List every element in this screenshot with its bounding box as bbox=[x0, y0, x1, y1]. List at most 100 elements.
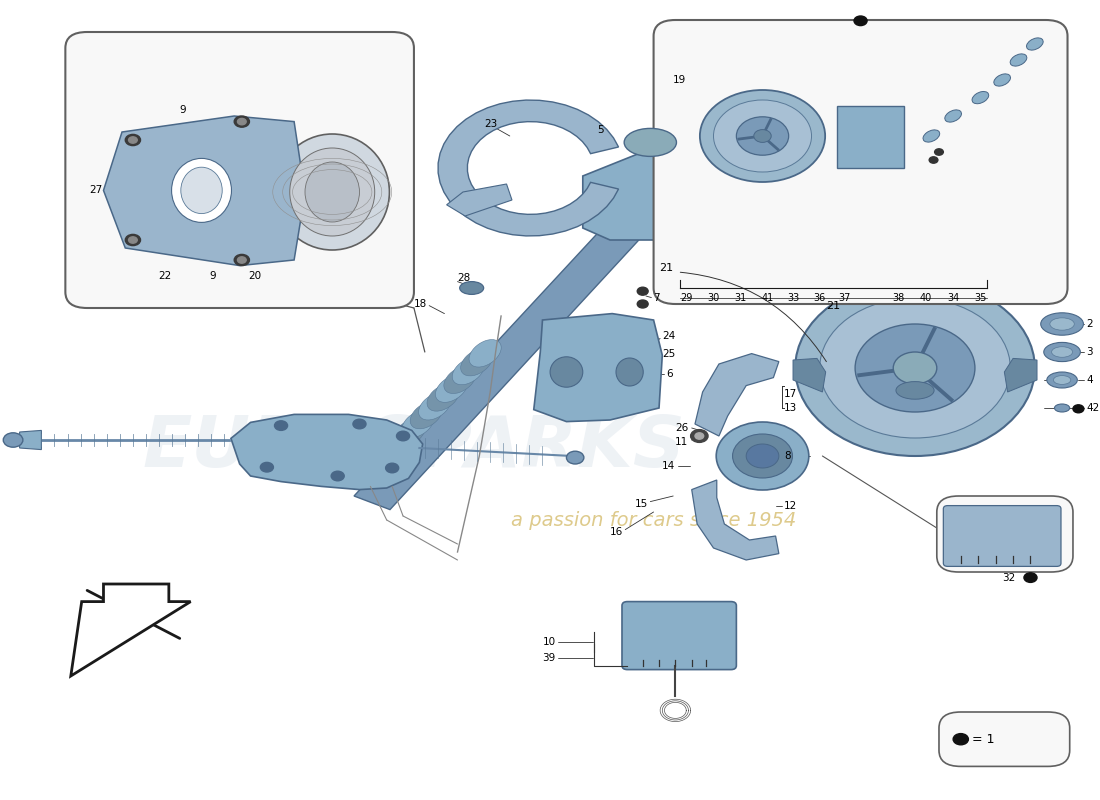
Text: 39: 39 bbox=[542, 653, 556, 662]
Circle shape bbox=[261, 462, 274, 472]
Text: = 1: = 1 bbox=[971, 733, 994, 746]
Text: 34: 34 bbox=[947, 293, 959, 302]
Ellipse shape bbox=[452, 358, 484, 385]
Ellipse shape bbox=[305, 162, 360, 222]
Text: 6: 6 bbox=[667, 369, 673, 378]
FancyBboxPatch shape bbox=[653, 20, 1067, 304]
Circle shape bbox=[125, 234, 141, 246]
Ellipse shape bbox=[469, 339, 502, 367]
Circle shape bbox=[234, 116, 250, 127]
Ellipse shape bbox=[945, 110, 961, 122]
Circle shape bbox=[353, 419, 366, 429]
Text: 8: 8 bbox=[784, 451, 791, 461]
Text: 42: 42 bbox=[1086, 403, 1099, 413]
Ellipse shape bbox=[360, 454, 392, 482]
Circle shape bbox=[129, 137, 138, 143]
Circle shape bbox=[953, 734, 968, 745]
Text: 27: 27 bbox=[89, 186, 102, 195]
Text: 20: 20 bbox=[249, 271, 262, 281]
Ellipse shape bbox=[566, 451, 584, 464]
FancyBboxPatch shape bbox=[939, 712, 1069, 766]
Ellipse shape bbox=[180, 167, 222, 214]
Circle shape bbox=[1024, 573, 1037, 582]
Polygon shape bbox=[20, 430, 42, 450]
Ellipse shape bbox=[443, 366, 476, 394]
Text: 16: 16 bbox=[609, 527, 623, 537]
Text: 18: 18 bbox=[414, 299, 427, 309]
Text: 31: 31 bbox=[735, 293, 747, 302]
Text: 10: 10 bbox=[542, 637, 556, 646]
Ellipse shape bbox=[700, 90, 825, 182]
Circle shape bbox=[331, 471, 344, 481]
Circle shape bbox=[238, 118, 246, 125]
Text: 13: 13 bbox=[784, 403, 798, 413]
Text: 25: 25 bbox=[662, 349, 675, 358]
Text: 29: 29 bbox=[680, 293, 693, 302]
Text: EUROSPARKS: EUROSPARKS bbox=[143, 414, 685, 482]
Ellipse shape bbox=[754, 130, 771, 142]
Circle shape bbox=[129, 237, 138, 243]
Ellipse shape bbox=[368, 446, 400, 473]
Text: 37: 37 bbox=[838, 293, 850, 302]
Ellipse shape bbox=[460, 282, 484, 294]
Polygon shape bbox=[837, 106, 904, 168]
Circle shape bbox=[1072, 405, 1084, 413]
Circle shape bbox=[396, 431, 409, 441]
Ellipse shape bbox=[1054, 376, 1070, 384]
Circle shape bbox=[935, 149, 944, 155]
Polygon shape bbox=[447, 184, 512, 216]
FancyBboxPatch shape bbox=[937, 496, 1072, 572]
Circle shape bbox=[695, 433, 704, 439]
Ellipse shape bbox=[550, 357, 583, 387]
Ellipse shape bbox=[394, 419, 426, 446]
Polygon shape bbox=[1004, 358, 1037, 392]
Circle shape bbox=[238, 257, 246, 263]
Ellipse shape bbox=[855, 324, 975, 412]
Text: 7: 7 bbox=[653, 293, 660, 302]
Ellipse shape bbox=[1047, 372, 1077, 388]
Polygon shape bbox=[231, 414, 422, 490]
Ellipse shape bbox=[820, 298, 1010, 438]
Circle shape bbox=[637, 287, 648, 295]
Ellipse shape bbox=[385, 428, 417, 455]
Text: 22: 22 bbox=[158, 271, 172, 281]
Ellipse shape bbox=[1026, 38, 1043, 50]
Text: 36: 36 bbox=[813, 293, 825, 302]
Text: 19: 19 bbox=[673, 75, 686, 85]
Ellipse shape bbox=[736, 117, 789, 155]
Ellipse shape bbox=[376, 437, 409, 464]
FancyBboxPatch shape bbox=[621, 602, 736, 670]
Ellipse shape bbox=[410, 402, 442, 429]
Text: 26: 26 bbox=[675, 423, 689, 433]
Text: 21: 21 bbox=[826, 301, 840, 310]
Ellipse shape bbox=[419, 393, 451, 420]
Text: 4: 4 bbox=[1086, 375, 1092, 385]
Text: 41: 41 bbox=[762, 293, 774, 302]
Circle shape bbox=[691, 430, 708, 442]
Circle shape bbox=[854, 16, 867, 26]
Ellipse shape bbox=[993, 74, 1011, 86]
Polygon shape bbox=[438, 100, 618, 236]
Polygon shape bbox=[692, 480, 779, 560]
Text: 9: 9 bbox=[179, 106, 186, 115]
Ellipse shape bbox=[795, 280, 1035, 456]
Polygon shape bbox=[534, 314, 662, 422]
Polygon shape bbox=[70, 584, 190, 676]
Text: 28: 28 bbox=[458, 274, 471, 283]
Ellipse shape bbox=[1044, 342, 1080, 362]
Ellipse shape bbox=[461, 349, 493, 376]
Ellipse shape bbox=[289, 148, 375, 236]
Ellipse shape bbox=[3, 433, 23, 447]
Ellipse shape bbox=[427, 384, 459, 411]
Text: a passion for cars since 1954: a passion for cars since 1954 bbox=[512, 510, 796, 530]
Text: 30: 30 bbox=[707, 293, 719, 302]
Circle shape bbox=[386, 463, 398, 473]
Ellipse shape bbox=[896, 382, 934, 399]
Ellipse shape bbox=[714, 100, 812, 172]
Ellipse shape bbox=[1041, 313, 1084, 335]
Circle shape bbox=[637, 300, 648, 308]
Text: 2: 2 bbox=[1086, 319, 1092, 329]
Text: 33: 33 bbox=[786, 293, 799, 302]
Text: 11: 11 bbox=[675, 437, 689, 446]
Text: 17: 17 bbox=[784, 389, 798, 398]
